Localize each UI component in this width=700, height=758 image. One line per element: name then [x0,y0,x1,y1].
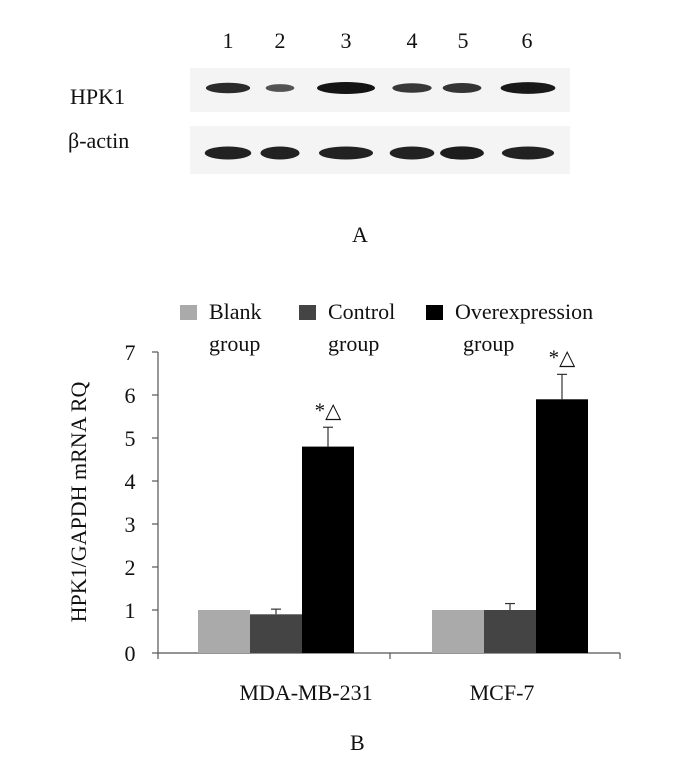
bar-MCF-7-0 [432,610,484,653]
legend-swatch-1 [299,305,316,320]
beta-actin-band-1 [204,146,252,160]
bar-MDA-MB-231-1 [250,614,302,653]
blot-bands-beta-actin [204,146,555,160]
bar-MCF-7-1 [484,610,536,653]
hpk1-band-4 [392,83,432,93]
y-tick-label-6: 6 [125,383,136,408]
hpk1-band-3 [317,82,375,94]
blot-strip-hpk1 [190,68,570,112]
significance-marker-MDA-MB-231: *△ [315,398,343,422]
y-tick-label-2: 2 [125,555,136,580]
category-label-MDA-MB-231: MDA-MB-231 [239,680,372,705]
legend-label-0-line-1: Blank [209,299,262,324]
row-label-beta-actin: β-actin [68,128,130,153]
panel-b-label: B [350,730,365,755]
significance-marker-MCF-7: *△ [549,345,577,369]
category-label-MCF-7: MCF-7 [470,680,535,705]
beta-actin-band-5 [440,146,484,160]
lane-label-2: 2 [274,28,286,53]
beta-actin-band-6 [501,146,555,160]
y-axis-label: HPK1/GAPDH mRNA RQ [66,381,91,622]
lane-label-4: 4 [406,28,418,53]
legend-label-1-line-2: group [328,331,379,356]
legend-swatch-0 [180,305,197,320]
beta-actin-band-3 [318,146,374,160]
y-tick-label-0: 0 [125,641,136,666]
bar-MDA-MB-231-0 [198,610,250,653]
lane-label-3: 3 [340,28,352,53]
hpk1-band-2 [265,84,295,92]
y-tick-label-7: 7 [125,340,136,365]
bar-MCF-7-2 [536,399,588,653]
beta-actin-band-4 [389,146,435,160]
legend-label-1-line-1: Control [328,299,395,324]
y-tick-label-5: 5 [125,426,136,451]
hpk1-band-1 [205,82,251,94]
y-tick-label-4: 4 [125,469,136,494]
blot-strip-beta-actin [190,126,570,174]
panel-a-label: A [352,222,368,247]
blot-bands-hpk1 [205,82,556,94]
lane-label-1: 1 [222,28,234,53]
lane-label-6: 6 [521,28,533,53]
y-tick-label-3: 3 [125,512,136,537]
y-tick-label-1: 1 [125,598,136,623]
hpk1-band-6 [500,82,556,94]
hpk1-band-5 [442,83,482,93]
beta-actin-band-2 [260,146,300,160]
legend-label-2-line-2: group [463,331,514,356]
lane-label-5: 5 [457,28,469,53]
legend-label-0-line-2: group [209,331,260,356]
legend-label-2-line-1: Overexpression [455,299,593,324]
bar-MDA-MB-231-2 [302,446,354,653]
legend-swatch-2 [426,305,443,320]
row-label-hpk1: HPK1 [70,84,126,109]
